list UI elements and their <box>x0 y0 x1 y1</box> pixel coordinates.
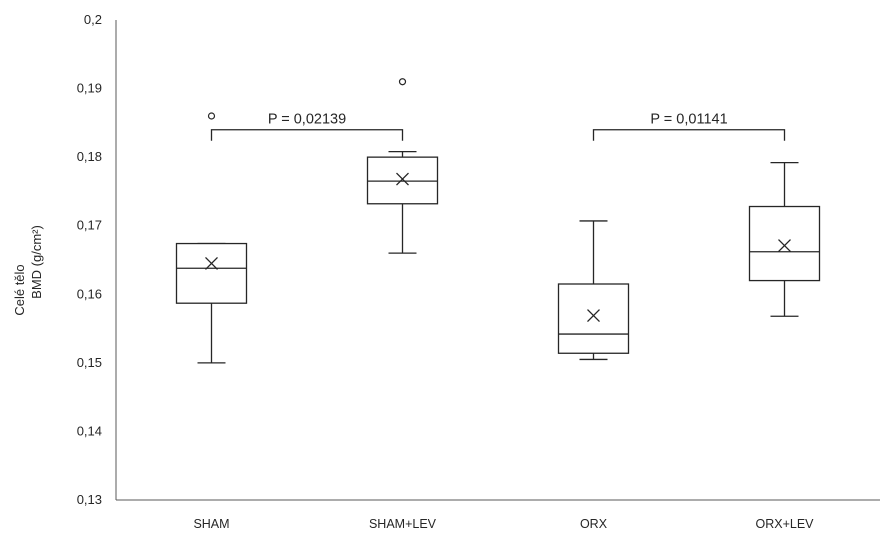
category-label: ORX+LEV <box>755 517 814 531</box>
outlier-point <box>398 78 407 86</box>
outlier-point <box>207 112 216 120</box>
y-axis-label-line1: Celé tělo <box>12 264 27 315</box>
y-tick-label: 0,2 <box>84 12 102 27</box>
axes <box>115 20 880 501</box>
box-group <box>748 161 821 317</box>
category-label: ORX <box>580 517 608 531</box>
iqr-box <box>366 156 439 205</box>
y-tick-label: 0,18 <box>77 149 102 164</box>
category-label: SHAM <box>193 517 229 531</box>
y-tick-label: 0,14 <box>77 423 102 438</box>
boxes <box>175 78 821 364</box>
mean-marker <box>205 256 218 270</box>
iqr-box <box>175 242 248 304</box>
iqr-box <box>748 205 821 282</box>
bracket-line <box>210 129 404 141</box>
mean-marker <box>587 309 600 323</box>
p-value-label: P = 0,02139 <box>268 112 346 128</box>
box-group <box>175 112 248 364</box>
y-tick-label: 0,19 <box>77 81 102 96</box>
p-value-label: P = 0,01141 <box>650 112 727 128</box>
y-axis-label: Celé tělo BMD (g/cm²) <box>12 225 44 315</box>
significance-annotations: P = 0,02139 P = 0,01141 <box>210 112 786 141</box>
mean-marker <box>778 239 791 253</box>
significance-bracket: P = 0,01141 <box>592 112 786 141</box>
box-group <box>557 220 630 361</box>
category-labels: SHAM SHAM+LEV ORX ORX+LEV <box>193 517 814 531</box>
y-tick-label: 0,16 <box>77 286 102 301</box>
y-tick-label: 0,17 <box>77 218 102 233</box>
category-label: SHAM+LEV <box>369 517 437 531</box>
significance-bracket: P = 0,02139 <box>210 112 404 141</box>
bracket-line <box>592 129 786 141</box>
mean-marker <box>396 172 409 186</box>
iqr-box <box>557 283 630 354</box>
y-tick-labels: 0,2 0,19 0,18 0,17 0,16 0,15 0,14 0,13 <box>77 12 102 507</box>
y-tick-label: 0,15 <box>77 355 102 370</box>
box-group <box>366 78 439 254</box>
y-tick-label: 0,13 <box>77 492 102 507</box>
y-axis-label-line2: BMD (g/cm²) <box>29 225 44 299</box>
